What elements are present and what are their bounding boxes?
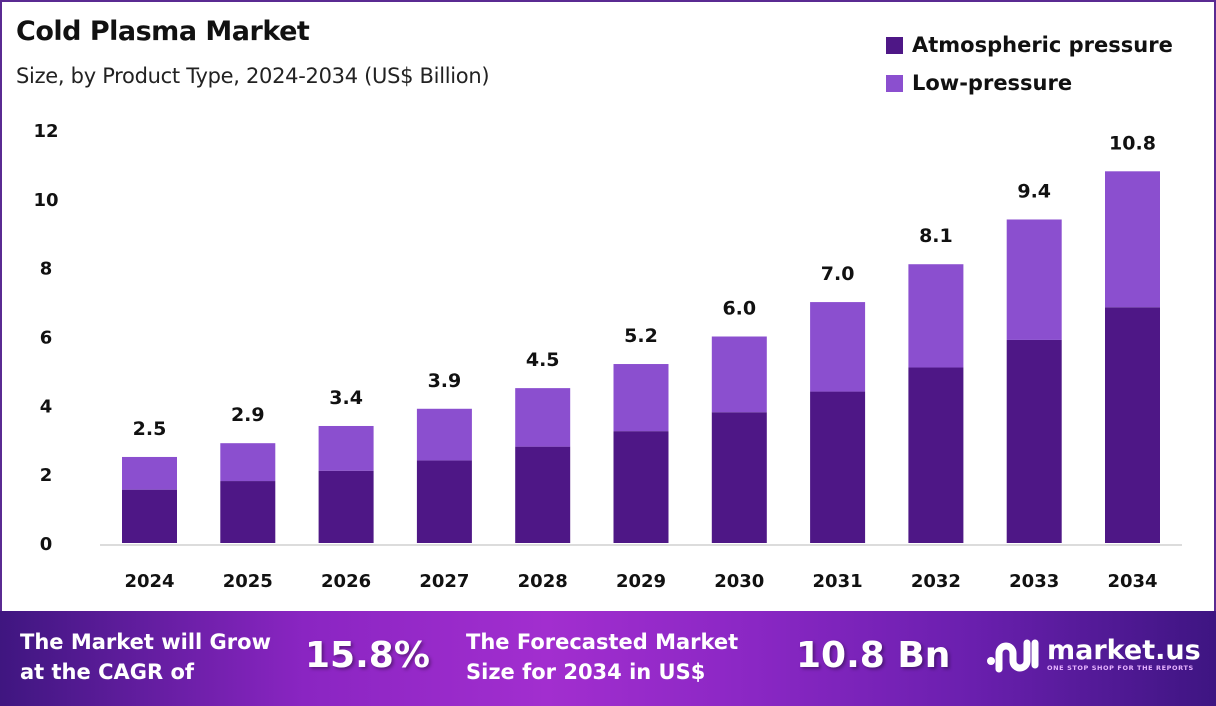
x-tick-label: 2026 bbox=[321, 571, 371, 592]
cagr-label-line2: at the CAGR of bbox=[20, 660, 195, 684]
bar-low-pressure-2027 bbox=[416, 408, 472, 461]
forecast-label-line2: Size for 2034 in US$ bbox=[466, 660, 706, 684]
bar-atmospheric-2032 bbox=[908, 367, 964, 543]
total-label: 6.0 bbox=[722, 298, 756, 320]
logo-tagline: ONE STOP SHOP FOR THE REPORTS bbox=[1047, 664, 1194, 672]
legend-item-low-pressure: Low-pressure bbox=[886, 64, 1173, 102]
bar-atmospheric-2030 bbox=[711, 412, 767, 543]
x-tick-label: 2024 bbox=[124, 571, 174, 592]
total-label: 4.5 bbox=[526, 349, 560, 371]
bar-atmospheric-2033 bbox=[1006, 339, 1062, 543]
legend-swatch-atmospheric bbox=[886, 36, 903, 54]
legend-item-atmospheric: Atmospheric pressure bbox=[886, 26, 1173, 64]
bar-atmospheric-2028 bbox=[515, 446, 571, 543]
bar-atmospheric-2027 bbox=[416, 460, 472, 543]
x-tick-label: 2029 bbox=[616, 571, 666, 592]
bar-low-pressure-2026 bbox=[318, 425, 374, 471]
forecast-value: 10.8 Bn bbox=[796, 635, 951, 676]
x-tick-label: 2025 bbox=[223, 571, 273, 592]
legend-swatch-low-pressure bbox=[886, 74, 903, 92]
total-label: 2.9 bbox=[231, 404, 265, 426]
total-label: 10.8 bbox=[1109, 132, 1156, 154]
bar-low-pressure-2031 bbox=[810, 302, 866, 392]
x-tick-label: 2033 bbox=[1009, 571, 1059, 592]
y-tick-label: 2 bbox=[40, 465, 53, 486]
x-tick-label: 2031 bbox=[813, 571, 863, 592]
total-label: 9.4 bbox=[1017, 180, 1051, 202]
bar-atmospheric-2029 bbox=[613, 431, 669, 543]
summary-banner: The Market will Grow at the CAGR of 15.8… bbox=[0, 611, 1216, 706]
bar-atmospheric-2025 bbox=[220, 481, 276, 543]
chart-subtitle: Size, by Product Type, 2024-2034 (US$ Bi… bbox=[16, 64, 490, 88]
total-label: 8.1 bbox=[919, 225, 953, 247]
total-label: 7.0 bbox=[821, 263, 855, 285]
bar-low-pressure-2030 bbox=[711, 336, 767, 413]
y-tick-label: 0 bbox=[40, 534, 53, 555]
bar-atmospheric-2024 bbox=[122, 489, 177, 543]
x-tick-label: 2027 bbox=[419, 571, 469, 592]
bar-low-pressure-2028 bbox=[515, 388, 571, 447]
y-tick-label: 8 bbox=[40, 259, 53, 280]
cagr-value: 15.8% bbox=[305, 635, 430, 676]
x-tick-label: 2032 bbox=[911, 571, 961, 592]
bar-atmospheric-2026 bbox=[318, 470, 374, 543]
legend: Atmospheric pressure Low-pressure bbox=[886, 26, 1173, 102]
bar-low-pressure-2032 bbox=[908, 264, 964, 368]
bar-low-pressure-2024 bbox=[122, 456, 177, 490]
chart-title: Cold Plasma Market bbox=[16, 16, 310, 47]
total-label: 2.5 bbox=[133, 418, 167, 440]
bar-low-pressure-2034 bbox=[1105, 171, 1160, 308]
y-tick-label: 12 bbox=[33, 121, 58, 142]
logo-name: market.us bbox=[1047, 635, 1201, 666]
y-tick-label: 10 bbox=[33, 190, 58, 211]
x-tick-label: 2034 bbox=[1107, 571, 1157, 592]
y-tick-label: 4 bbox=[40, 396, 53, 417]
forecast-label-line1: The Forecasted Market bbox=[466, 630, 739, 654]
total-label: 3.4 bbox=[329, 387, 363, 409]
bar-chart: 0 2 4 6 8 10 12 2.5 2024 2.9 2025 3.4 2026 3.9 2027 4.5… bbox=[33, 121, 1182, 592]
total-label: 3.9 bbox=[428, 370, 462, 392]
forecast-label: The Forecasted Market Size for 2034 in U… bbox=[466, 627, 738, 687]
y-tick-label: 6 bbox=[40, 328, 53, 349]
market-us-logo: market.us ONE STOP SHOP FOR THE REPORTS bbox=[985, 635, 1201, 675]
bar-atmospheric-2031 bbox=[810, 391, 866, 543]
x-tick-label: 2028 bbox=[518, 571, 568, 592]
bar-atmospheric-2034 bbox=[1105, 307, 1160, 543]
legend-label: Low-pressure bbox=[912, 71, 1073, 95]
logo-icon bbox=[987, 639, 1039, 673]
cagr-label: The Market will Grow at the CAGR of bbox=[20, 627, 271, 687]
cagr-label-line1: The Market will Grow bbox=[20, 630, 271, 654]
total-label: 5.2 bbox=[624, 325, 658, 347]
bar-low-pressure-2029 bbox=[613, 364, 669, 432]
legend-label: Atmospheric pressure bbox=[912, 33, 1173, 57]
bar-low-pressure-2033 bbox=[1006, 219, 1062, 340]
bar-low-pressure-2025 bbox=[220, 443, 276, 482]
x-tick-label: 2030 bbox=[714, 571, 764, 592]
